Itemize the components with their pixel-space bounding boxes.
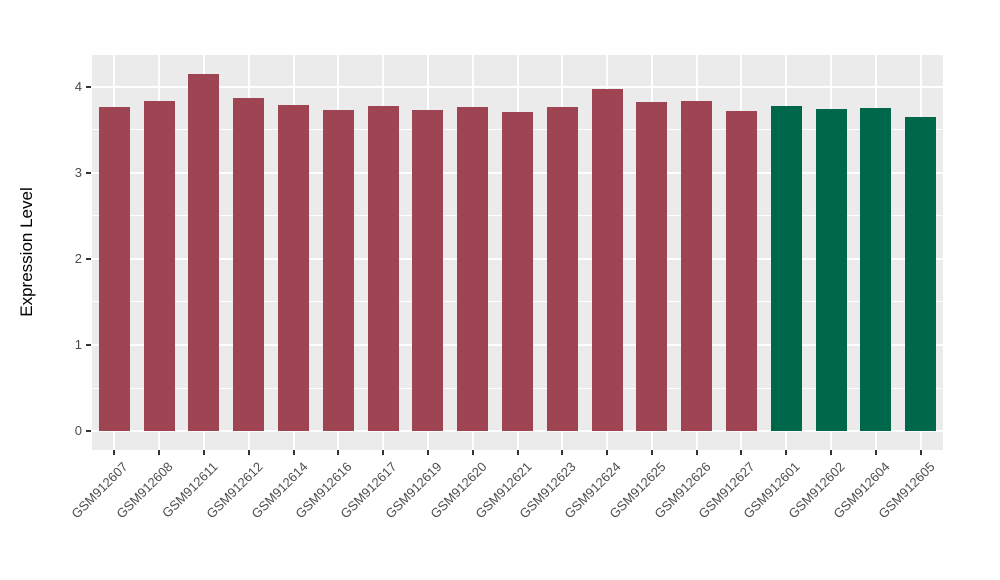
- bar-GSM912617: [368, 105, 399, 432]
- x-tick-mark: [113, 450, 116, 455]
- bar-GSM912627: [726, 110, 757, 432]
- x-tick-mark: [158, 450, 161, 455]
- bar-GSM912619: [412, 110, 443, 432]
- x-tick-mark: [426, 450, 429, 455]
- bar-GSM912621: [502, 111, 533, 432]
- bar-GSM912625: [636, 102, 667, 432]
- x-tick-mark: [337, 450, 340, 455]
- x-tick-mark: [247, 450, 250, 455]
- bar-GSM912626: [681, 100, 712, 432]
- plot-panel: [92, 55, 943, 450]
- x-tick-mark: [650, 450, 653, 455]
- y-tick-mark: [86, 171, 91, 174]
- bar-GSM912601: [771, 105, 802, 432]
- bar-GSM912616: [323, 110, 354, 432]
- x-tick-mark: [202, 450, 205, 455]
- bar-GSM912614: [278, 104, 309, 432]
- bar-GSM912624: [592, 89, 623, 432]
- bar-GSM912612: [233, 98, 264, 432]
- bar-GSM912620: [457, 107, 488, 432]
- x-tick-mark: [785, 450, 788, 455]
- x-tick-mark: [471, 450, 474, 455]
- y-tick-mark: [86, 344, 91, 346]
- bar-GSM912607: [99, 107, 130, 432]
- y-tick-mark: [86, 257, 91, 260]
- x-tick-mark: [830, 450, 833, 455]
- x-tick-mark: [740, 450, 743, 455]
- bar-GSM912605: [905, 116, 936, 432]
- y-tick-label: 4: [74, 78, 82, 94]
- bar-GSM912608: [144, 100, 175, 432]
- bar-GSM912623: [547, 107, 578, 432]
- x-tick-mark: [695, 450, 698, 455]
- y-tick-label: 2: [74, 250, 82, 266]
- x-tick-mark: [516, 450, 519, 455]
- bar-GSM912611: [188, 73, 219, 432]
- x-tick-mark: [561, 450, 564, 455]
- x-tick-mark: [919, 450, 922, 455]
- x-tick-mark: [606, 450, 609, 455]
- y-axis-title: Expression Level: [17, 187, 36, 317]
- bar-GSM912602: [816, 109, 847, 432]
- y-tick-label: 1: [74, 337, 82, 352]
- y-tick-mark: [86, 430, 91, 433]
- bar-GSM912604: [860, 108, 891, 432]
- y-tick-label: 0: [74, 423, 82, 439]
- y-tick-mark: [86, 85, 91, 88]
- x-tick-mark: [292, 450, 295, 455]
- x-tick-mark: [382, 450, 385, 455]
- y-tick-label: 3: [74, 164, 82, 180]
- x-tick-mark: [874, 450, 877, 455]
